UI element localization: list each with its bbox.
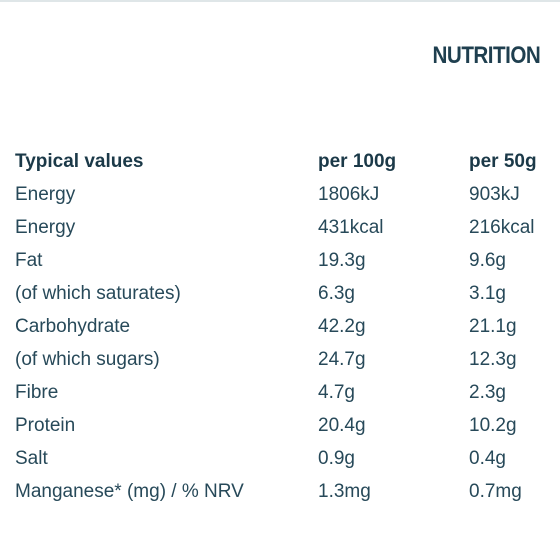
- table-row-energy-kcal: Energy 431kcal 216kcal: [15, 211, 545, 244]
- table-row-sugars: (of which sugars) 24.7g 12.3g: [15, 343, 545, 376]
- row-label: (of which saturates): [15, 282, 181, 304]
- value-per-100g: 0.9g: [318, 447, 355, 469]
- row-label: (of which sugars): [15, 348, 160, 370]
- table-body: Energy 1806kJ 903kJ Energy 431kcal 216kc…: [15, 178, 545, 508]
- row-label: Fibre: [15, 381, 59, 403]
- table-row-protein: Protein 20.4g 10.2g: [15, 409, 545, 442]
- value-per-100g: 6.3g: [318, 282, 355, 304]
- value-per-50g: 3.1g: [469, 282, 506, 304]
- value-per-100g: 4.7g: [318, 381, 355, 403]
- value-per-50g: 0.7mg: [469, 480, 522, 502]
- value-per-50g: 2.3g: [469, 381, 506, 403]
- table-row-salt: Salt 0.9g 0.4g: [15, 442, 545, 475]
- value-per-100g: 42.2g: [318, 315, 366, 337]
- row-label: Fat: [15, 249, 43, 271]
- table-row-energy-kj: Energy 1806kJ 903kJ: [15, 178, 545, 211]
- value-per-50g: 10.2g: [469, 414, 517, 436]
- nutrition-table: Typical values per 100g per 50g Energy 1…: [15, 145, 545, 508]
- value-per-100g: 20.4g: [318, 414, 366, 436]
- table-header-row: Typical values per 100g per 50g: [15, 145, 545, 178]
- value-per-50g: 21.1g: [469, 315, 517, 337]
- value-per-100g: 1806kJ: [318, 183, 380, 205]
- value-per-50g: 216kcal: [469, 216, 535, 238]
- page-title: NUTRITION: [432, 42, 540, 70]
- value-per-100g: 19.3g: [318, 249, 366, 271]
- value-per-50g: 9.6g: [469, 249, 506, 271]
- row-label: Energy: [15, 183, 76, 205]
- header-per-100g: per 100g: [318, 150, 397, 172]
- header-typical-values: Typical values: [15, 150, 144, 172]
- value-per-100g: 1.3mg: [318, 480, 371, 502]
- value-per-50g: 12.3g: [469, 348, 517, 370]
- value-per-50g: 903kJ: [469, 183, 520, 205]
- table-header: Typical values per 100g per 50g: [15, 145, 545, 178]
- row-label: Energy: [15, 216, 76, 238]
- table-row-fat: Fat 19.3g 9.6g: [15, 244, 545, 277]
- value-per-100g: 431kcal: [318, 216, 384, 238]
- table-row-fibre: Fibre 4.7g 2.3g: [15, 376, 545, 409]
- row-label: Carbohydrate: [15, 315, 131, 337]
- top-divider: [0, 0, 560, 2]
- header-per-50g: per 50g: [469, 150, 537, 172]
- table-row-manganese: Manganese* (mg) / % NRV 1.3mg 0.7mg: [15, 475, 545, 508]
- row-label: Protein: [15, 414, 76, 436]
- table-row-carbohydrate: Carbohydrate 42.2g 21.1g: [15, 310, 545, 343]
- value-per-100g: 24.7g: [318, 348, 366, 370]
- table-row-saturates: (of which saturates) 6.3g 3.1g: [15, 277, 545, 310]
- value-per-50g: 0.4g: [469, 447, 506, 469]
- row-label: Manganese* (mg) / % NRV: [15, 480, 244, 502]
- row-label: Salt: [15, 447, 48, 469]
